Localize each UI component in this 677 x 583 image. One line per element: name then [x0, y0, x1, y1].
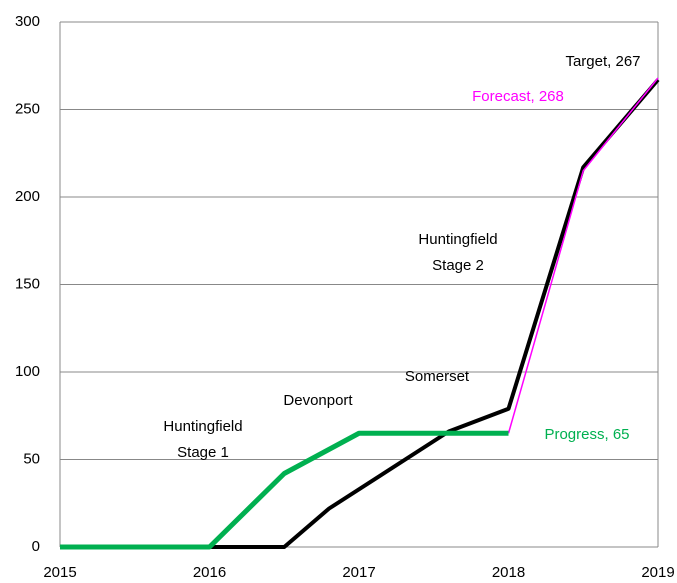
series-label: Forecast, 268	[472, 88, 564, 105]
x-tick-label: 2016	[193, 564, 226, 581]
x-tick-label: 2015	[43, 564, 76, 581]
annotation: Huntingfield	[418, 231, 497, 248]
x-tick-label: 2017	[342, 564, 375, 581]
series-line	[507, 77, 659, 434]
series-label: Target, 267	[565, 53, 640, 70]
series-line	[60, 78, 660, 549]
y-tick-label: 150	[15, 275, 40, 292]
y-tick-label: 50	[23, 450, 40, 467]
annotation: Stage 2	[432, 257, 484, 274]
x-tick-label: 2019	[641, 564, 674, 581]
x-tick-label: 2018	[492, 564, 525, 581]
annotation: Stage 1	[177, 444, 229, 461]
series-line	[60, 430, 509, 550]
annotation: Devonport	[283, 392, 353, 409]
annotation: Somerset	[405, 368, 470, 385]
y-tick-label: 200	[15, 188, 40, 205]
series-label: Progress, 65	[544, 426, 629, 443]
annotation: Huntingfield	[163, 418, 242, 435]
y-tick-label: 300	[15, 13, 40, 30]
y-tick-label: 0	[32, 538, 40, 555]
y-tick-label: 100	[15, 363, 40, 380]
y-tick-label: 250	[15, 100, 40, 117]
